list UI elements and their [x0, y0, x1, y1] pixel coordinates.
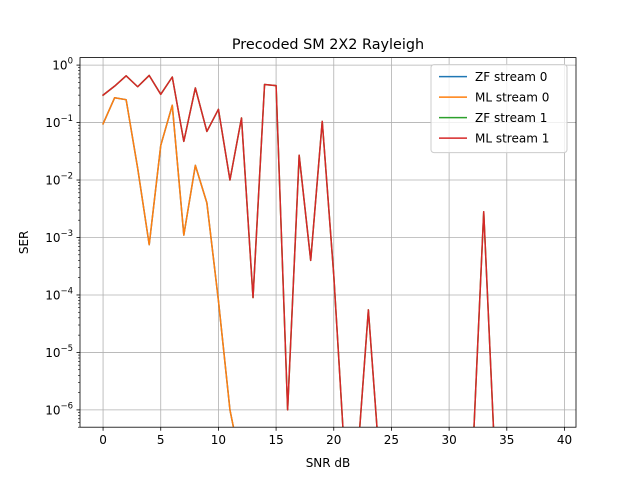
- y-tick-exponent: 0: [68, 57, 73, 67]
- x-tick-label: 30: [441, 433, 456, 447]
- y-axis-label: SER: [17, 231, 31, 255]
- plot-frame: [79, 57, 577, 428]
- y-tick-label: 10−4: [45, 286, 73, 302]
- y-tick-base: 10: [45, 288, 60, 302]
- series-line-2: [102, 97, 235, 428]
- x-tick-label: 10: [211, 433, 226, 447]
- series-line-4: [102, 74, 495, 428]
- x-tick-label: 35: [499, 433, 514, 447]
- x-tick-label: 5: [157, 433, 165, 447]
- y-tick-base: 10: [45, 231, 60, 245]
- y-tick-label: 10−2: [45, 172, 73, 188]
- legend-label: ML stream 0: [475, 91, 549, 105]
- y-tick-base: 10: [45, 174, 60, 188]
- legend-label: ZF stream 0: [475, 70, 547, 84]
- x-tick-label: 0: [99, 433, 107, 447]
- ticks: 0 5 10 15 20 25 30 35 4010−610−510−410−310−210−1…: [45, 57, 572, 448]
- legend-box: [430, 64, 568, 154]
- y-tick-exponent: −3: [60, 229, 73, 239]
- y-tick-exponent: −5: [60, 344, 73, 354]
- y-tick-exponent: −2: [60, 172, 73, 182]
- y-tick-base: 10: [45, 116, 60, 130]
- chart-title: Precoded SM 2X2 Rayleigh: [232, 37, 424, 53]
- y-tick-base: 10: [45, 346, 60, 360]
- y-tick-label: 10−5: [45, 344, 73, 360]
- y-tick-label: 10−3: [45, 229, 73, 245]
- x-tick-label: 20: [326, 433, 341, 447]
- y-tick-base: 10: [52, 59, 67, 73]
- x-axis-label: SNR dB: [306, 456, 351, 470]
- y-tick-exponent: −1: [60, 114, 73, 124]
- y-tick-exponent: −6: [60, 401, 73, 411]
- x-tick-label: 40: [557, 433, 572, 447]
- y-tick-label: 100: [52, 57, 73, 73]
- legend: ZF stream 0 ML stream 0 ZF stream 1 ML stre…: [430, 64, 568, 154]
- legend-label: ZF stream 1: [475, 111, 547, 125]
- x-tick-label: 15: [268, 433, 283, 447]
- y-tick-base: 10: [45, 403, 60, 417]
- y-tick-label: 10−1: [45, 114, 73, 130]
- y-tick-label: 10−6: [45, 401, 73, 417]
- x-tick-label: 25: [384, 433, 399, 447]
- series-lines: [102, 74, 495, 428]
- y-tick-exponent: −4: [60, 286, 73, 296]
- legend-label: ML stream 1: [475, 132, 549, 146]
